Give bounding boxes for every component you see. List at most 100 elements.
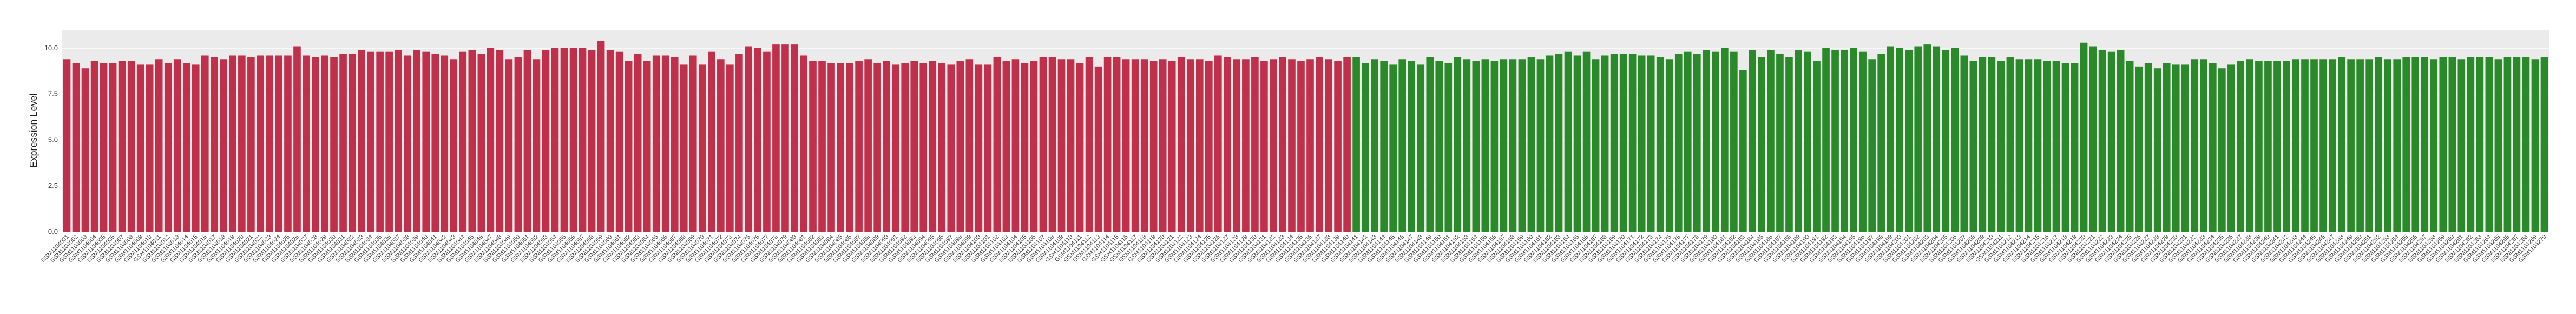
bar bbox=[1260, 61, 1268, 232]
bar bbox=[2283, 61, 2290, 232]
bar bbox=[846, 63, 853, 232]
bar bbox=[238, 55, 246, 232]
bar bbox=[652, 55, 660, 232]
bar bbox=[72, 63, 80, 232]
bar bbox=[689, 55, 697, 232]
bar bbox=[2329, 59, 2336, 232]
bar bbox=[404, 55, 412, 232]
bar bbox=[1610, 54, 1618, 232]
bar bbox=[707, 51, 715, 232]
bar bbox=[1242, 59, 1250, 232]
bar bbox=[1712, 51, 1719, 232]
bar bbox=[1555, 54, 1563, 232]
bar bbox=[1270, 59, 1277, 232]
bar bbox=[1352, 57, 1360, 232]
bar bbox=[2384, 59, 2391, 232]
bar bbox=[358, 50, 365, 232]
bar bbox=[2144, 63, 2152, 232]
bar bbox=[136, 64, 144, 232]
bar bbox=[661, 55, 669, 232]
bar bbox=[1665, 59, 1673, 232]
bar bbox=[2163, 63, 2171, 232]
bar bbox=[1887, 46, 1894, 232]
bar bbox=[2126, 61, 2134, 232]
bar bbox=[1795, 50, 1802, 232]
bar bbox=[1131, 59, 1139, 232]
bar bbox=[1389, 64, 1397, 232]
bar bbox=[1159, 59, 1167, 232]
bar bbox=[2319, 59, 2327, 232]
bar bbox=[2255, 61, 2263, 232]
bar bbox=[606, 50, 614, 232]
y-tick-label: 10.0 bbox=[44, 44, 58, 52]
bar bbox=[2476, 57, 2484, 232]
bar bbox=[2117, 50, 2125, 232]
bar bbox=[671, 57, 679, 232]
bar bbox=[1776, 54, 1784, 232]
bar bbox=[1002, 61, 1010, 232]
bar bbox=[1739, 70, 1747, 232]
bar bbox=[1177, 57, 1185, 232]
y-tick-label: 5.0 bbox=[48, 135, 58, 143]
bar bbox=[1168, 61, 1176, 232]
bar bbox=[938, 63, 946, 232]
bar bbox=[2467, 57, 2475, 232]
bar bbox=[2430, 59, 2438, 232]
bar bbox=[569, 48, 577, 232]
bar bbox=[1767, 50, 1775, 232]
bar bbox=[2043, 61, 2051, 232]
bar bbox=[1472, 61, 1480, 232]
bar bbox=[2522, 57, 2530, 232]
bar bbox=[680, 64, 688, 232]
bar bbox=[1923, 44, 1931, 232]
bar bbox=[643, 61, 651, 232]
bar bbox=[1877, 54, 1885, 232]
bar bbox=[1831, 50, 1839, 232]
bar bbox=[284, 55, 292, 232]
bar bbox=[1195, 59, 1204, 232]
bar bbox=[1057, 59, 1066, 232]
bar bbox=[210, 57, 218, 232]
bar bbox=[827, 63, 835, 232]
bar bbox=[1619, 54, 1627, 232]
bar bbox=[2531, 59, 2539, 232]
bar bbox=[1674, 54, 1683, 232]
bar bbox=[1573, 55, 1581, 232]
bar bbox=[1463, 59, 1471, 232]
bar bbox=[2356, 59, 2364, 232]
bar bbox=[1942, 50, 1950, 232]
bar bbox=[2365, 59, 2373, 232]
bar bbox=[947, 64, 955, 232]
bar bbox=[837, 63, 844, 232]
bar bbox=[2181, 64, 2189, 232]
bar bbox=[2402, 57, 2410, 232]
bar bbox=[2107, 51, 2115, 232]
bar bbox=[551, 48, 559, 232]
bar bbox=[1297, 61, 1305, 232]
bar bbox=[763, 51, 771, 232]
bar bbox=[2448, 57, 2456, 232]
bar bbox=[459, 51, 467, 232]
bar bbox=[1813, 61, 1821, 232]
bar bbox=[81, 68, 89, 232]
bar bbox=[1306, 59, 1314, 232]
y-tick-label: 0.0 bbox=[48, 227, 58, 236]
bar bbox=[173, 59, 181, 232]
bar bbox=[919, 63, 928, 232]
bar bbox=[1546, 55, 1554, 232]
bar bbox=[1021, 63, 1029, 232]
bar bbox=[1850, 48, 1857, 232]
bar bbox=[2098, 50, 2106, 232]
bar bbox=[385, 51, 393, 232]
bar bbox=[2006, 57, 2014, 232]
bar bbox=[100, 63, 108, 232]
y-tick-label: 2.5 bbox=[48, 181, 58, 189]
bar bbox=[505, 59, 513, 232]
bar bbox=[1334, 61, 1342, 232]
bar bbox=[1224, 57, 1231, 232]
bar bbox=[1380, 61, 1388, 232]
bar bbox=[1804, 51, 1811, 232]
bar bbox=[1988, 57, 1996, 232]
bar bbox=[182, 63, 190, 232]
